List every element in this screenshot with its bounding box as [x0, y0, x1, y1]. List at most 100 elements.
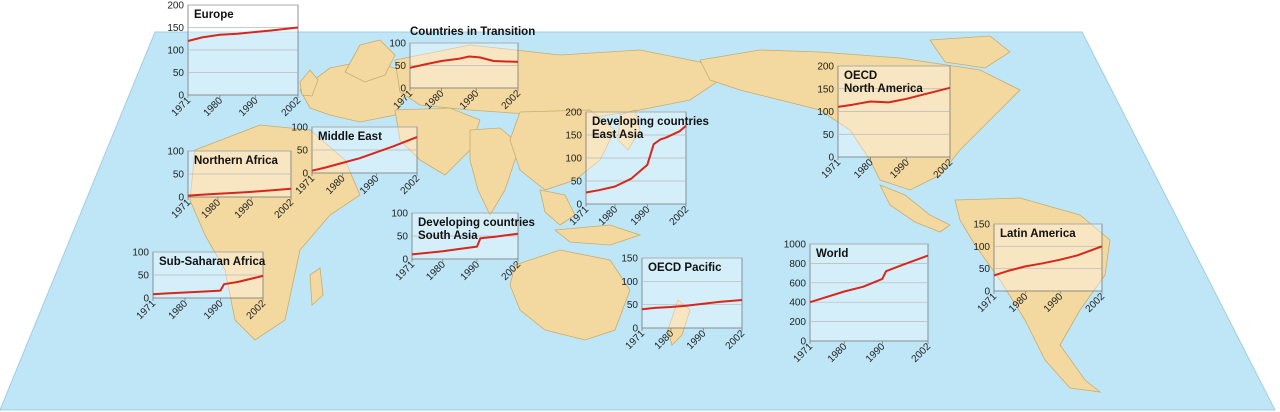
- y-tick-label: 600: [789, 278, 806, 289]
- x-tick-label: 2002: [910, 341, 934, 365]
- chart-oecd-pacific: 0 50 100 150 1971 1980 1990 2002 OECD Pacific: [621, 254, 752, 363]
- land-new-zealand: [667, 299, 691, 346]
- y-tick-label: 50: [173, 170, 185, 181]
- chart-dev-south-asia: 0 50 100 1971 1980 1990 2002 Developing countri…: [391, 209, 535, 294]
- x-tick-label: 2002: [245, 298, 269, 322]
- x-tick-label: 1990: [458, 88, 482, 112]
- series-line: [411, 232, 519, 256]
- plot-frame: [993, 223, 1103, 292]
- land-southeast-asia: [539, 189, 576, 226]
- series-line: [409, 55, 519, 69]
- land-scandinavia: [344, 39, 396, 83]
- y-tick-label: 0: [143, 294, 149, 305]
- chart-title: Developing countries East Asia: [592, 116, 709, 141]
- chart-dev-east-asia: 0 50 100 150 200 1971 1980 1990 2002 Developing c…: [565, 108, 709, 239]
- series-line: [152, 274, 264, 296]
- chart-title: Countries in Transition: [410, 26, 535, 38]
- land-britain: [299, 69, 319, 97]
- x-tick-label: 1980: [200, 197, 224, 221]
- x-tick-label: 1980: [826, 341, 850, 365]
- y-tick-label: 100: [132, 248, 149, 259]
- y-tick-label: 800: [789, 259, 806, 270]
- y-tick-label: 50: [627, 300, 639, 311]
- land-indonesia: [553, 224, 642, 246]
- x-tick-label: 2002: [280, 95, 304, 119]
- land-north-america: [699, 49, 1021, 191]
- y-tick-label: 400: [789, 298, 806, 309]
- y-tick-label: 1000: [784, 240, 807, 251]
- x-tick-label: 1990: [233, 197, 257, 221]
- y-tick-label: 0: [800, 337, 806, 348]
- y-tick-label: 50: [823, 130, 835, 141]
- y-tick-label: 150: [817, 84, 834, 95]
- x-tick-label: 1980: [424, 259, 448, 283]
- plot-frame: [641, 257, 743, 329]
- x-tick-label: 2002: [273, 197, 297, 221]
- land-japan: [617, 109, 641, 151]
- y-tick-label: 50: [397, 232, 409, 243]
- y-tick-label: 0: [178, 91, 184, 102]
- chart-title: Latin America: [1000, 228, 1076, 240]
- x-tick-label: 1990: [1042, 291, 1066, 315]
- x-tick-label: 1980: [324, 173, 348, 197]
- y-tick-label: 50: [979, 264, 991, 275]
- x-tick-label: 1990: [459, 259, 483, 283]
- y-tick-label: 100: [391, 209, 408, 220]
- x-tick-label: 2002: [1084, 291, 1108, 315]
- x-tick-label: 1980: [597, 204, 621, 228]
- x-tick-label: 1990: [888, 157, 912, 181]
- y-tick-label: 200: [817, 62, 834, 73]
- x-tick-label: 1980: [423, 88, 447, 112]
- y-tick-label: 100: [973, 242, 990, 253]
- chart-title: Middle East: [318, 131, 382, 143]
- y-tick-label: 100: [389, 39, 406, 50]
- y-tick-label: 100: [817, 107, 834, 118]
- x-tick-label: 1980: [167, 298, 191, 322]
- x-tick-label: 1980: [202, 95, 226, 119]
- y-tick-label: 150: [167, 23, 184, 34]
- chart-sub-saharan-africa: 0 50 100 1971 1980 1990 2002 Sub-Saharan Africa: [132, 248, 273, 333]
- land-australia: [509, 249, 631, 341]
- chart-northern-africa: 0 50 100 1971 1980 1990 2002 Northern Africa: [167, 147, 301, 232]
- chart-europe: 0 50 100 150 200 1971 1980 1990 2002 Europe: [167, 1, 308, 130]
- y-tick-label: 150: [621, 254, 638, 265]
- x-tick-label: 2002: [399, 173, 423, 197]
- y-tick-label: 0: [178, 193, 184, 204]
- x-tick-label: 1990: [202, 298, 226, 322]
- land-central-america: [879, 184, 951, 233]
- chart-latin-america: 0 50 100 150 1971 1980 1990 2002 Latin America: [973, 220, 1112, 326]
- chart-title: Developing countries South Asia: [418, 217, 535, 242]
- x-tick-label: 1990: [864, 341, 888, 365]
- land-africa: [189, 124, 361, 341]
- y-tick-label: 200: [167, 1, 184, 12]
- series-line: [187, 187, 292, 197]
- chart-countries-in-transition: 0 50 100 1971 1980 1990 2002 Countries in Trans…: [389, 26, 535, 123]
- y-tick-label: 100: [167, 147, 184, 158]
- series-line: [585, 125, 687, 194]
- series-line: [993, 245, 1103, 277]
- y-tick-label: 0: [984, 287, 990, 298]
- x-tick-label: 2002: [724, 328, 748, 352]
- x-tick-label: 1990: [237, 95, 261, 119]
- y-tick-label: 0: [632, 324, 638, 335]
- y-tick-label: 150: [973, 220, 990, 231]
- series-line: [641, 299, 743, 311]
- chart-middle-east: 0 50 100 1971 1980 1990 2002 Middle East: [291, 123, 427, 208]
- x-tick-label: 1990: [685, 328, 709, 352]
- x-tick-label: 2002: [668, 204, 692, 228]
- y-tick-label: 200: [789, 317, 806, 328]
- y-tick-label: 0: [576, 200, 582, 211]
- x-tick-label: 1990: [358, 173, 382, 197]
- y-tick-label: 0: [402, 255, 408, 266]
- y-tick-label: 0: [302, 169, 308, 180]
